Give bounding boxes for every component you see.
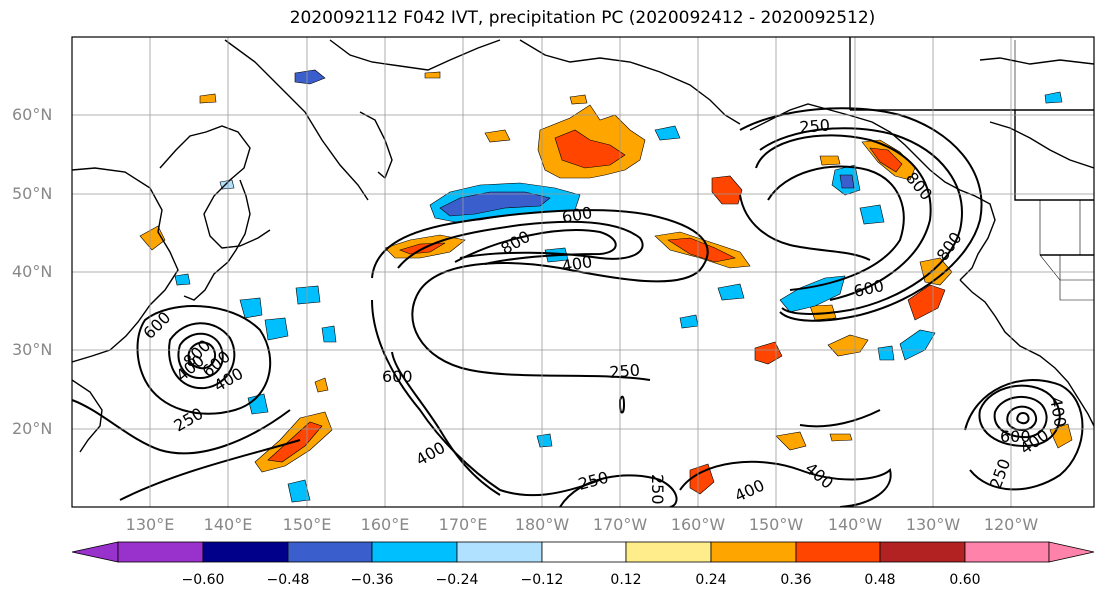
lat-label: 20°N (12, 419, 53, 438)
contour-label: 250 (648, 474, 667, 505)
contour-label: 600 (1000, 427, 1031, 446)
colorbar (71, 541, 1095, 563)
colorbar-tick-label: −0.24 (435, 572, 479, 588)
lon-label: 130°W (905, 515, 961, 534)
lon-label: 130°E (125, 515, 175, 534)
contour-label: 250 (609, 360, 641, 382)
colorbar-segment (879, 541, 966, 563)
state-borders (1014, 40, 1094, 301)
colorbar-segment (202, 541, 289, 563)
lon-label: 170°E (438, 515, 488, 534)
colorbar-tick-label: −0.60 (181, 572, 225, 588)
lon-label: 140°E (203, 515, 253, 534)
map-border (71, 36, 1095, 508)
contour-label: 600 (382, 367, 413, 386)
colorbar-extend-right (1048, 541, 1095, 563)
lon-label: 170°W (592, 515, 648, 534)
lon-label: 140°W (827, 515, 883, 534)
lat-label: 40°N (12, 262, 53, 281)
colorbar-segment (964, 541, 1050, 563)
lon-label: 160°W (670, 515, 726, 534)
lat-label: 50°N (12, 184, 53, 203)
lon-label: 150°W (748, 515, 804, 534)
colorbar-tick-label: −0.36 (350, 572, 394, 588)
colorbar-segment (625, 541, 712, 563)
contour-label: 250 (799, 115, 831, 137)
lon-label: 160°E (360, 515, 410, 534)
colorbar-segment (795, 541, 881, 563)
colorbar-segment (541, 541, 627, 563)
precip-negative-shading (174, 69, 1063, 503)
colorbar-tick-label: 0.12 (610, 572, 642, 588)
colorbar-segment (710, 541, 797, 563)
colorbar-tick-label: 0.36 (780, 572, 812, 588)
ivt-contours (72, 107, 1084, 507)
graticule (72, 37, 1094, 507)
lon-label: 180°W (514, 515, 570, 534)
colorbar-segment (287, 541, 373, 563)
colorbar-tick-label: 0.24 (695, 572, 727, 588)
colorbar-segment (371, 541, 458, 563)
colorbar-segment (456, 541, 543, 563)
colorbar-tick-label: −0.12 (520, 572, 564, 588)
colorbar-tick-label: −0.48 (266, 572, 310, 588)
coastlines (72, 37, 1094, 453)
colorbar-segment (117, 541, 204, 563)
colorbar-tick-label: 0.60 (949, 572, 981, 588)
lat-label: 60°N (12, 105, 53, 124)
lon-label: 120°W (983, 515, 1039, 534)
map-title: 2020092112 F042 IVT, precipitation PC (2… (289, 8, 876, 28)
lat-label: 30°N (12, 340, 53, 359)
colorbar-extend-left (71, 541, 119, 563)
colorbar-tick-label: 0.48 (864, 572, 896, 588)
lon-label: 150°E (282, 515, 332, 534)
